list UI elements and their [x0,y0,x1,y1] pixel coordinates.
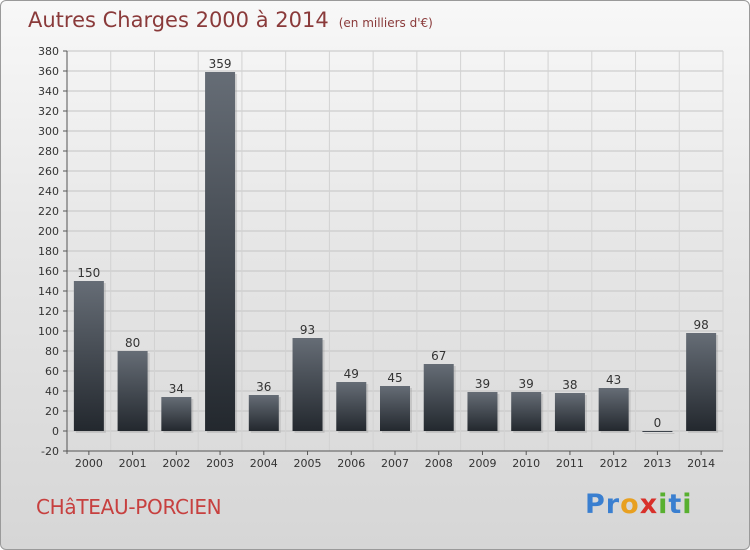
x-tick-label: 2012 [600,457,628,470]
x-tick-label: 2010 [512,457,540,470]
logo-letter: P [585,489,606,520]
logo-letter: x [639,489,659,520]
y-tick-label: 380 [38,45,59,58]
y-tick-label: 180 [38,245,59,258]
data-label: 67 [431,349,446,363]
data-label: 359 [209,57,232,71]
data-label: 36 [256,380,271,394]
y-tick-label: 120 [38,305,59,318]
y-tick-label: 220 [38,205,59,218]
x-tick-label: 2004 [250,457,278,470]
data-label: 150 [77,266,100,280]
y-tick-label: -20 [41,445,59,458]
chart-title-text: Autres Charges 2000 à 2014 [28,8,329,32]
y-tick-label: 0 [52,425,59,438]
y-tick-label: 320 [38,105,59,118]
x-tick-label: 2001 [119,457,147,470]
y-tick-label: 80 [45,345,59,358]
logo-letter: o [620,489,640,520]
bars [73,72,719,434]
bar [598,388,629,431]
logo-letter: i [658,489,669,520]
bar [73,281,104,431]
x-tick-label: 2003 [206,457,234,470]
x-tick-label: 2009 [468,457,496,470]
proxiti-logo: Proxiti [585,489,693,520]
data-label: 98 [693,318,708,332]
bar [248,395,279,431]
x-tick-label: 2002 [162,457,190,470]
logo-letter: t [668,489,683,520]
y-tick-label: 60 [45,365,59,378]
bar [205,72,236,431]
x-tick-labels: 2000 2001 2002 2003 2004 2005 2006 2007 2008 2009… [75,457,715,470]
city-name: CHâTEAU-PORCIEN [36,495,222,519]
bar [686,333,717,431]
data-label: 93 [300,323,315,337]
y-tick-label: 40 [45,385,59,398]
data-label: 39 [519,377,534,391]
data-label: 49 [344,367,359,381]
data-label: 34 [169,382,184,396]
y-tick-label: 260 [38,165,59,178]
x-tick-label: 2000 [75,457,103,470]
data-label: 0 [654,416,662,430]
data-label: 80 [125,336,140,350]
x-tick-label: 2007 [381,457,409,470]
y-tick-label: 140 [38,285,59,298]
bar [380,386,410,431]
y-tick-label: 200 [38,225,59,238]
chart-title: Autres Charges 2000 à 2014 (en milliers d… [28,8,433,32]
bar [423,364,454,431]
y-tick-label: 300 [38,125,59,138]
y-tick-label: 240 [38,185,59,198]
y-tick-label: 100 [38,325,59,338]
y-tick-label: 160 [38,265,59,278]
bar [511,392,542,431]
bar [467,392,498,431]
y-tick-label: 360 [38,65,59,78]
y-tick-labels: -20 0 20 40 60 80 100 120 140 160 180 200 220 240 260 2… [38,45,59,458]
logo-letter: r [605,489,621,520]
data-label: 39 [475,377,490,391]
x-tick-label: 2005 [294,457,322,470]
data-label: 45 [387,371,402,385]
x-tick-label: 2014 [687,457,715,470]
chart-unit: (en milliers d'€) [338,16,433,30]
bar [292,338,323,431]
x-tick-label: 2006 [337,457,365,470]
data-labels: 150 80 34 359 36 93 49 45 67 39 39 38 43 0 98 [77,57,708,430]
data-label: 43 [606,373,621,387]
y-tick-label: 20 [45,405,59,418]
bar [642,431,673,432]
data-label: 38 [562,378,577,392]
bar [336,382,367,431]
x-tick-label: 2011 [556,457,584,470]
bar-shadow [644,433,675,434]
y-tick-label: 340 [38,85,59,98]
bar [117,351,148,431]
bar [161,397,192,431]
logo-letter: i [682,489,693,520]
axes [63,50,723,455]
y-tick-label: 280 [38,145,59,158]
x-tick-label: 2008 [425,457,453,470]
bar [554,393,585,431]
x-tick-label: 2013 [643,457,671,470]
